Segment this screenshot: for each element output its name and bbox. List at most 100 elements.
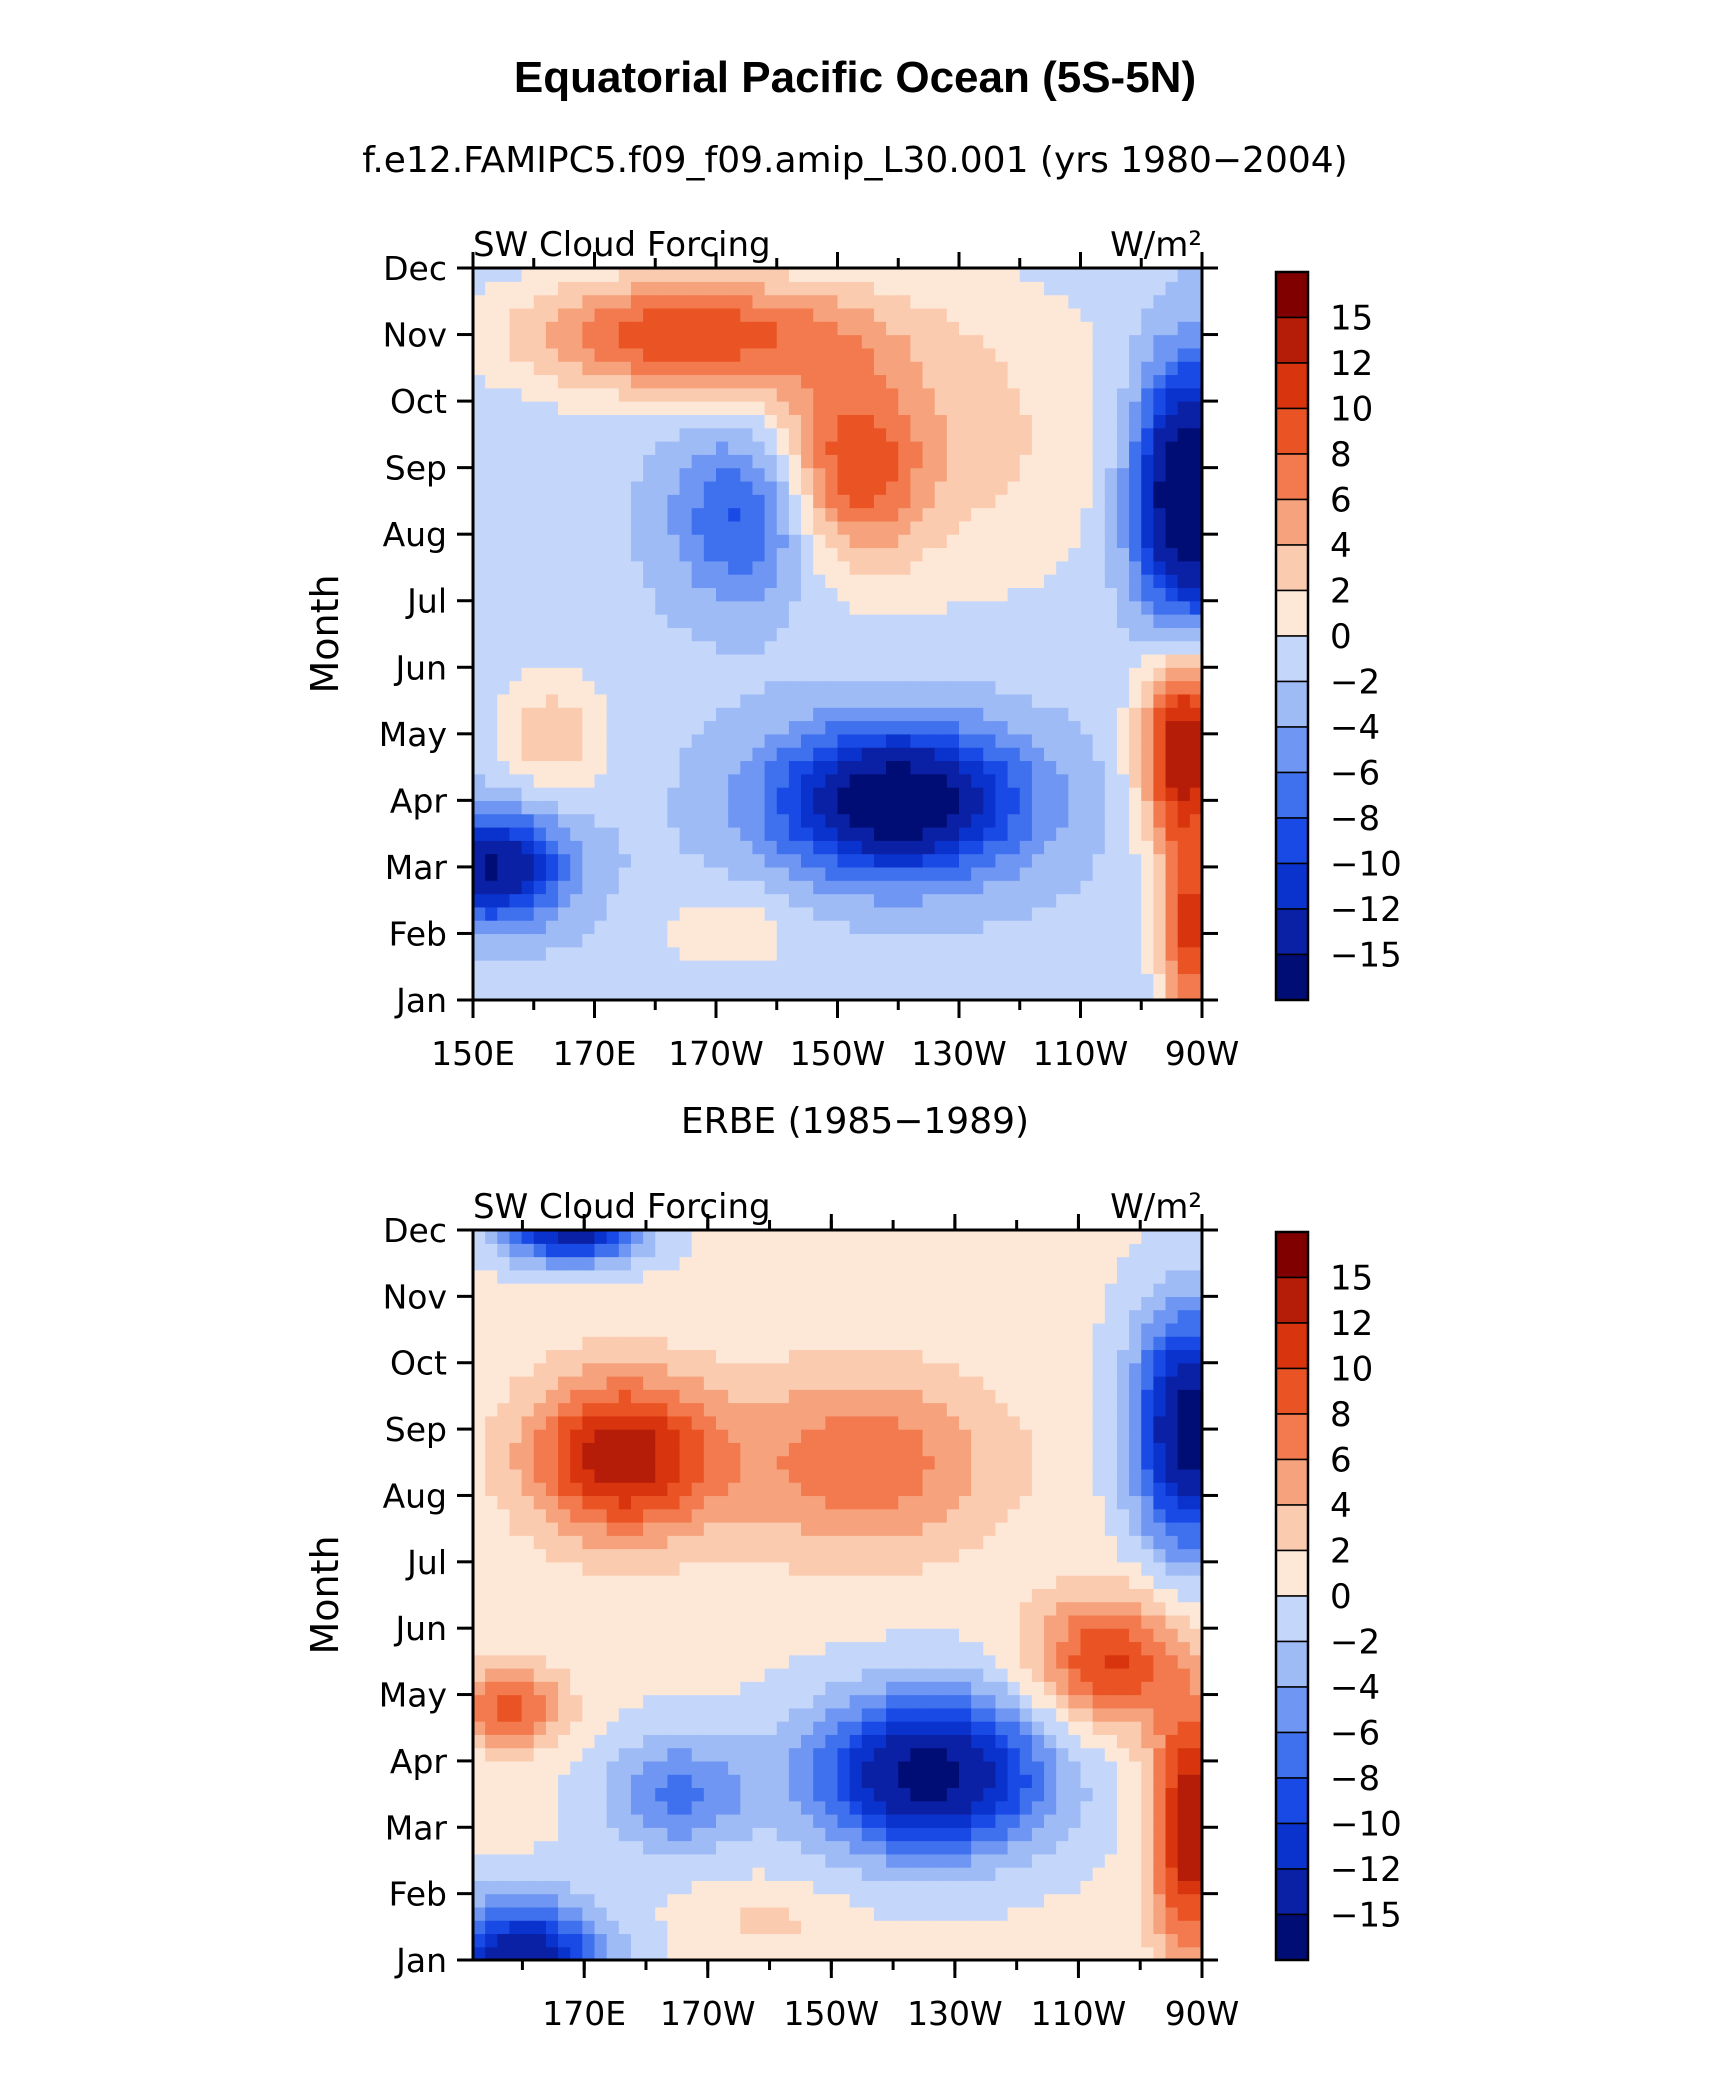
heatmap-cell <box>630 1614 644 1629</box>
heatmap-cell <box>606 866 620 881</box>
heatmap-cell <box>1153 574 1167 589</box>
heatmap-cell <box>558 614 571 628</box>
heatmap-cell <box>1153 587 1167 602</box>
heatmap-cell <box>473 1787 486 1802</box>
heatmap-cell <box>679 1269 693 1284</box>
heatmap-cell <box>922 893 936 908</box>
heatmap-cell <box>837 826 851 841</box>
heatmap-cell <box>764 1548 778 1563</box>
y-tick-label: Jul <box>405 582 447 621</box>
heatmap-cell <box>533 1760 547 1775</box>
heatmap-cell <box>558 733 571 748</box>
heatmap-cell <box>570 813 583 828</box>
heatmap-cell <box>655 614 668 628</box>
heatmap-cell <box>643 1906 656 1921</box>
heatmap-cell <box>995 707 1009 722</box>
heatmap-cell <box>679 1721 693 1735</box>
heatmap-cell <box>473 1362 486 1377</box>
heatmap-cell <box>788 986 802 1001</box>
heatmap-cell <box>849 640 863 655</box>
heatmap-cell <box>594 1402 608 1417</box>
heatmap-cell <box>691 1774 705 1789</box>
heatmap-cell <box>509 1482 523 1497</box>
heatmap-cell <box>485 467 498 482</box>
heatmap-cell <box>873 640 887 655</box>
heatmap-cell <box>788 866 802 881</box>
heatmap-cell <box>703 1429 717 1443</box>
heatmap-cell <box>497 1880 511 1895</box>
heatmap-cell <box>1080 520 1094 535</box>
heatmap-cell <box>606 547 620 562</box>
heatmap-cell <box>655 1402 668 1417</box>
heatmap-cell <box>703 960 717 974</box>
heatmap-cell <box>533 1774 547 1789</box>
heatmap-cell <box>752 1455 766 1470</box>
heatmap-cell <box>788 1522 802 1536</box>
heatmap-cell <box>716 401 729 415</box>
heatmap-cell <box>667 640 681 655</box>
heatmap-cell <box>570 427 583 442</box>
heatmap-cell <box>655 1814 668 1828</box>
heatmap-cell <box>655 1880 668 1895</box>
heatmap-cell <box>570 826 583 841</box>
heatmap-cell <box>533 760 547 775</box>
heatmap-cell <box>1092 547 1106 562</box>
heatmap-cell <box>1080 321 1094 336</box>
heatmap-cell <box>691 1601 705 1616</box>
heatmap-cell <box>630 1296 644 1311</box>
heatmap-cell <box>716 1760 729 1775</box>
heatmap-cell <box>643 1349 656 1364</box>
heatmap-cell <box>509 627 523 642</box>
heatmap-cell <box>558 1283 571 1297</box>
heatmap-cell <box>703 760 717 775</box>
heatmap-cell <box>667 1933 681 1948</box>
heatmap-cell <box>825 374 839 389</box>
heatmap-cell <box>716 1322 729 1337</box>
heatmap-cell <box>594 1283 608 1297</box>
heatmap-cell <box>716 1349 729 1364</box>
heatmap-cell <box>728 1508 741 1523</box>
heatmap-cell <box>582 1522 596 1536</box>
heatmap-cell <box>1092 773 1106 788</box>
heatmap-cell <box>716 853 729 868</box>
heatmap-cell <box>594 574 608 589</box>
heatmap-cell <box>813 693 826 708</box>
heatmap-cell <box>570 1522 583 1536</box>
heatmap-cell <box>533 1681 547 1696</box>
heatmap-cell <box>606 347 620 362</box>
heatmap-cell <box>801 1362 814 1377</box>
heatmap-cell <box>509 268 523 282</box>
heatmap-cell <box>509 1230 523 1244</box>
heatmap-cell <box>801 960 814 974</box>
heatmap-cell <box>667 334 681 349</box>
heatmap-cell <box>1019 733 1033 748</box>
heatmap-cell <box>558 1362 571 1377</box>
heatmap-cell <box>813 427 826 442</box>
heatmap-cell <box>946 361 960 376</box>
heatmap-cell <box>776 1641 790 1656</box>
heatmap-cell <box>1129 534 1142 549</box>
heatmap-cell <box>776 587 790 602</box>
heatmap-cell <box>776 1508 790 1523</box>
heatmap-cell <box>618 866 632 881</box>
heatmap-cell <box>716 1429 729 1443</box>
heatmap-cell <box>655 454 668 469</box>
heatmap-cell <box>1007 494 1021 509</box>
heatmap-cell <box>801 1522 814 1536</box>
heatmap-cell <box>740 1628 754 1643</box>
heatmap-cell <box>1116 787 1130 801</box>
heatmap-cell <box>1153 520 1167 535</box>
heatmap-cell <box>655 427 668 442</box>
heatmap-cell <box>983 933 997 948</box>
heatmap-cell <box>922 454 936 469</box>
heatmap-cell <box>946 893 960 908</box>
heatmap-cell <box>813 1853 826 1868</box>
heatmap-cell <box>521 1628 535 1643</box>
heatmap-cell <box>801 733 814 748</box>
heatmap-cell <box>1007 840 1021 855</box>
heatmap-cell <box>655 1641 668 1656</box>
heatmap-cell <box>1153 414 1167 429</box>
heatmap-cell <box>861 733 875 748</box>
heatmap-cell <box>497 1681 511 1696</box>
heatmap-cell <box>995 800 1009 815</box>
